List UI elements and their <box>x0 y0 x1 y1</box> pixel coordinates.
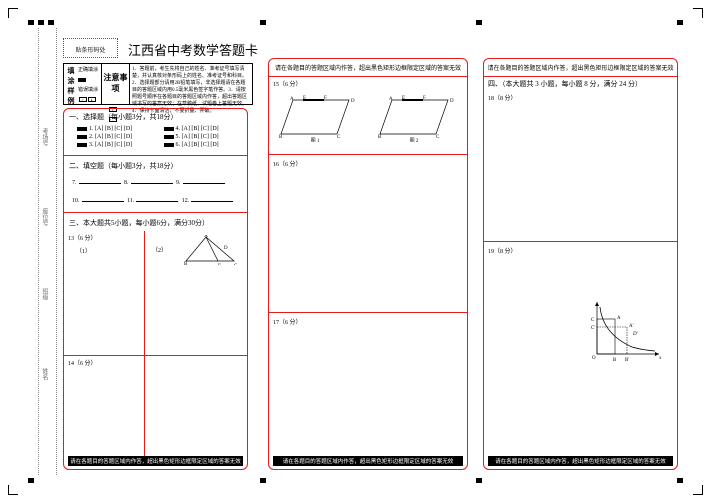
svg-text:B': B' <box>625 358 629 363</box>
warn-1: 请在各题目的答题区域内作答，超出黑色矩形边框限定区域的答案无效 <box>68 456 243 466</box>
svg-text:B: B <box>279 135 283 140</box>
column-3: 请在各题目的答题区域内作答，超出黑色矩形边框限定区域的答案无效 四、（本大题共 … <box>483 58 678 470</box>
barcode-area: 贴条形码处 <box>63 38 118 58</box>
side-label-3: 班级 <box>40 288 49 300</box>
svg-text:C': C' <box>591 326 595 331</box>
column-1: 一、选择题（每小题3分，共18分） 1. [A] [B] [C] [D] 2. … <box>63 108 248 470</box>
svg-text:A: A <box>204 235 208 239</box>
page-title: 江西省中考数学答题卡 <box>128 40 258 59</box>
svg-text:D: D <box>450 99 454 104</box>
parallelogram-1: A E F D B C 图 1 <box>279 94 359 142</box>
svg-text:B: B <box>378 135 382 140</box>
svg-text:A': A' <box>629 324 634 329</box>
svg-text:E: E <box>402 96 405 101</box>
side-label-4: 姓名 <box>40 368 49 380</box>
svg-text:A: A <box>389 97 393 102</box>
warn-2: 请在各题目的答题区域内作答，超出黑色矩形边框限定区域的答案无效 <box>273 456 463 466</box>
svg-text:C: C <box>234 264 238 265</box>
parallelogram-2: A E F D B C 图 2 <box>378 94 458 142</box>
svg-text:图 1: 图 1 <box>310 138 319 142</box>
svg-text:E: E <box>303 96 306 101</box>
svg-text:C: C <box>436 135 440 140</box>
column-2: 请在各题目的答题区域内作答，超出黑色矩形边框限定区域的答案无效 15（6 分） … <box>268 58 468 470</box>
svg-text:B: B <box>184 262 188 265</box>
svg-text:图 2: 图 2 <box>409 138 418 142</box>
curve-figure: O x A A' D' C C' B B' <box>587 299 662 364</box>
svg-text:A: A <box>290 97 294 102</box>
svg-text:F: F <box>423 96 426 101</box>
svg-text:O: O <box>592 356 596 361</box>
side-label-2: 座位号 <box>40 208 49 226</box>
triangle-figure: A D B E C <box>184 235 239 265</box>
svg-text:D: D <box>351 99 355 104</box>
svg-text:F: F <box>324 96 327 101</box>
warn-3: 请在各题目的答题区域内作答，超出黑色矩形边框限定区域的答案无效 <box>488 456 673 466</box>
header-box: 填 涂 样 例 正确填涂 错误填涂 ✓● ◐○ 注意事项 1．答题前，考生先将自… <box>63 63 253 105</box>
svg-text:E: E <box>218 264 221 265</box>
svg-text:x: x <box>659 356 662 361</box>
svg-text:C: C <box>337 135 341 140</box>
sec3-title: 三、本大题共5小题，每小题6分，满分30分） <box>64 215 247 231</box>
sec2-title: 二、填空题（每小题3分，共18分） <box>64 158 247 174</box>
svg-text:B: B <box>613 358 617 363</box>
svg-text:A: A <box>617 316 621 321</box>
sec1-title: 一、选择题（每小题3分，共18分） <box>64 109 247 125</box>
svg-text:D': D' <box>632 332 639 337</box>
svg-text:C: C <box>591 318 595 323</box>
side-label-1: 考场号 <box>40 128 49 146</box>
svg-text:D: D <box>224 246 228 251</box>
